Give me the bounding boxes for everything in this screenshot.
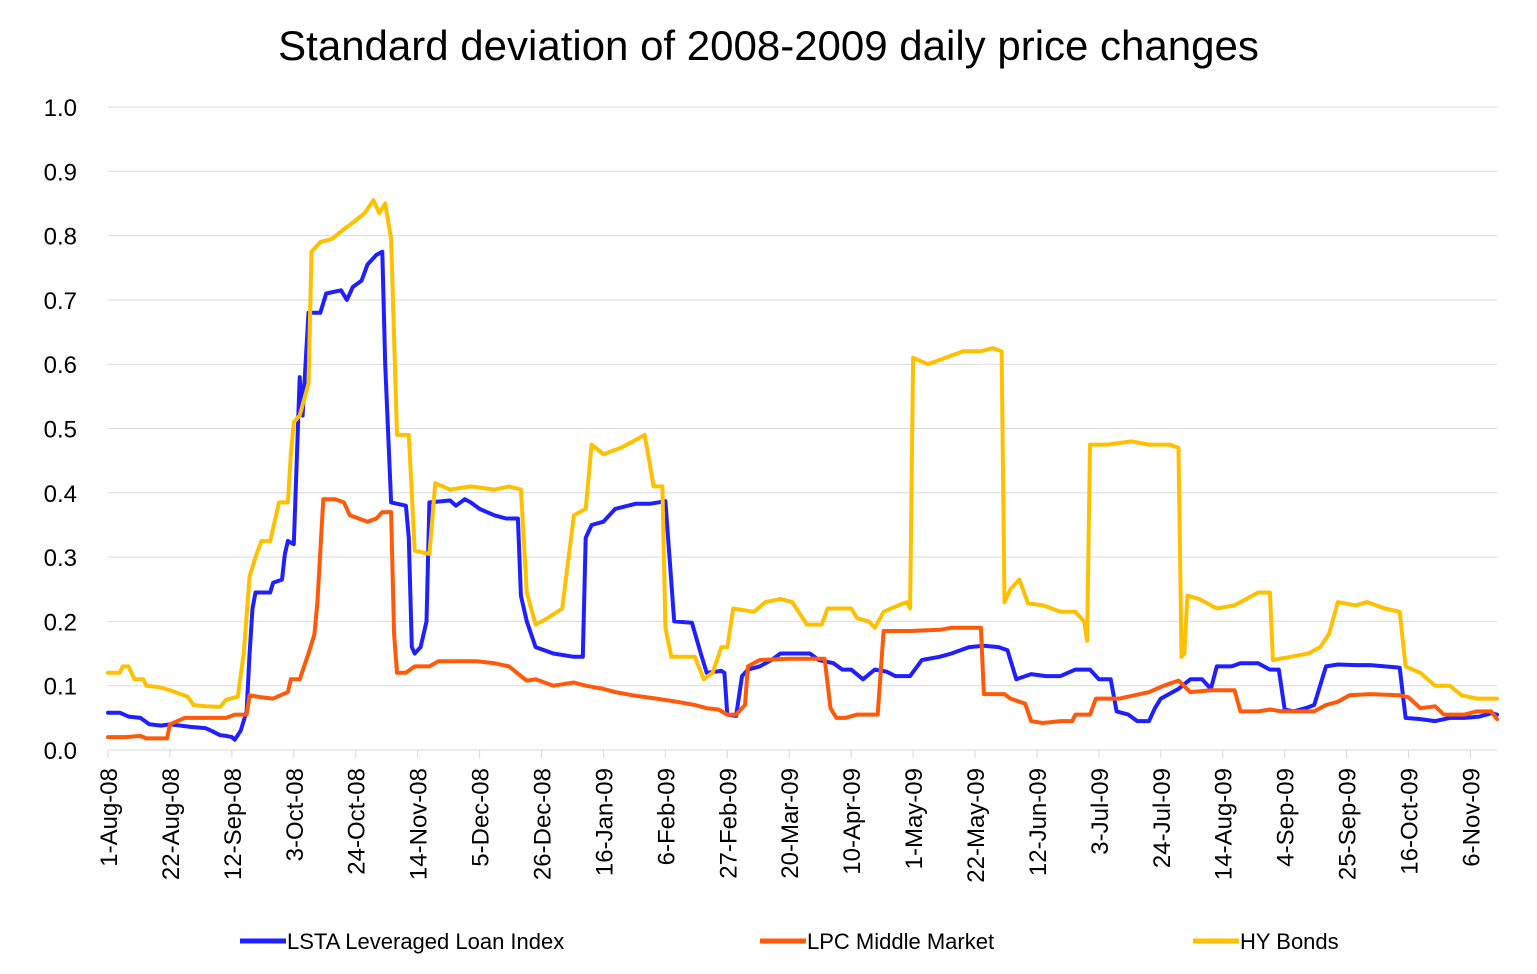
chart-title: Standard deviation of 2008-2009 daily pr…: [278, 22, 1259, 69]
x-tick-label: 4-Sep-09: [1273, 768, 1300, 867]
x-tick-label: 12-Sep-08: [220, 768, 247, 880]
x-tick-label: 27-Feb-09: [715, 768, 742, 879]
y-tick-label: 0.3: [44, 545, 77, 572]
x-tick-label: 22-May-09: [963, 768, 990, 883]
x-tick-label: 25-Sep-09: [1335, 768, 1362, 880]
x-tick-label: 16-Oct-09: [1397, 768, 1424, 875]
x-tick-label: 1-May-09: [901, 768, 928, 869]
legend-label: HY Bonds: [1240, 929, 1339, 954]
x-tick-label: 1-Aug-08: [96, 768, 123, 867]
x-tick-label: 24-Jul-09: [1149, 768, 1176, 868]
x-tick-label: 26-Dec-08: [530, 768, 557, 880]
x-tick-label: 6-Nov-09: [1458, 768, 1485, 867]
y-tick-label: 0.1: [44, 674, 77, 701]
series-line-2: [106, 497, 1499, 741]
legend-label: LPC Middle Market: [807, 929, 994, 954]
x-tick-label: 3-Jul-09: [1087, 768, 1114, 855]
y-tick-label: 0.0: [44, 738, 77, 765]
x-tick-label: 6-Feb-09: [653, 768, 680, 865]
x-tick-label: 16-Jan-09: [591, 768, 618, 876]
y-tick-label: 0.2: [44, 609, 77, 636]
series-line-1: [106, 249, 1499, 742]
legend: LSTA Leveraged Loan Index LPC Middle Mark…: [240, 929, 1339, 954]
y-axis: 0.0 0.1 0.2 0.3 0.4 0.5 0.6 0.7 0.8 0.9 1.0: [44, 95, 77, 765]
x-tick-label: 3-Oct-08: [282, 768, 309, 861]
y-tick-label: 1.0: [44, 95, 77, 122]
series-line-3: [106, 198, 1499, 709]
y-tick-label: 0.9: [44, 159, 77, 186]
x-tick-label: 22-Aug-08: [158, 768, 185, 880]
x-axis: 1-Aug-08 22-Aug-08 12-Sep-08 3-Oct-08 24-Oct…: [96, 750, 1485, 883]
y-tick-label: 0.7: [44, 288, 77, 315]
x-tick-label: 20-Mar-09: [777, 768, 804, 879]
legend-label: LSTA Leveraged Loan Index: [287, 929, 564, 954]
x-tick-label: 5-Dec-08: [468, 768, 495, 867]
series-lines: [106, 198, 1499, 742]
y-tick-label: 0.8: [44, 224, 77, 251]
y-tick-label: 0.6: [44, 352, 77, 379]
x-tick-label: 24-Oct-08: [344, 768, 371, 875]
y-tick-label: 0.5: [44, 417, 77, 444]
y-tick-label: 0.4: [44, 481, 77, 508]
x-tick-label: 10-Apr-09: [839, 768, 866, 875]
x-tick-label: 14-Aug-09: [1211, 768, 1238, 880]
x-tick-label: 14-Nov-08: [406, 768, 433, 880]
x-tick-label: 12-Jun-09: [1025, 768, 1052, 876]
